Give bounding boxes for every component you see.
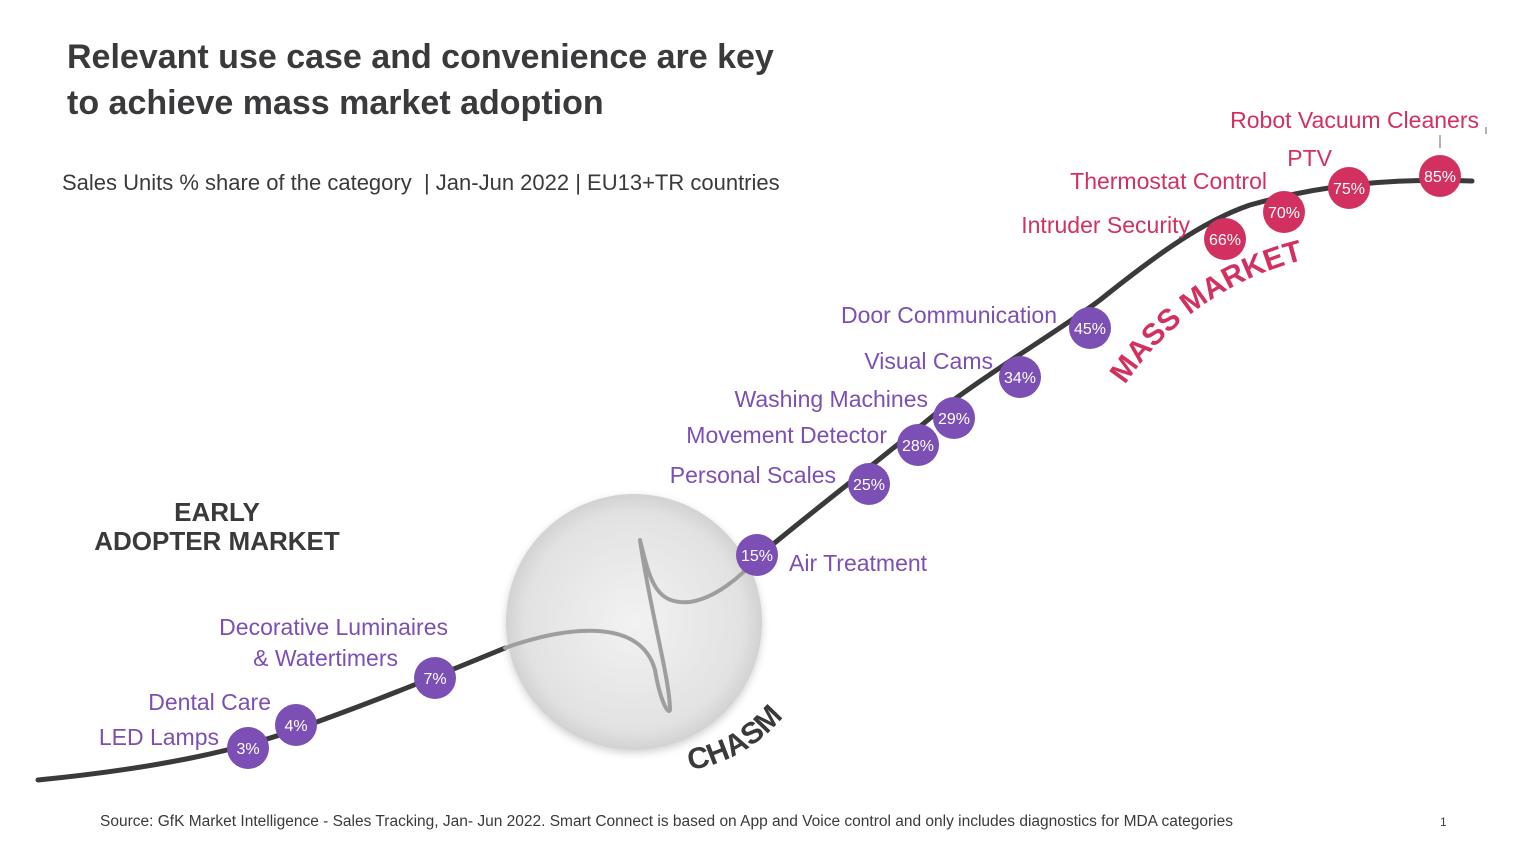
category-label-dental-care: Dental Care [148,689,271,715]
category-label-decorative-luminaires-line2: & Watertimers [253,645,398,671]
share-value-led-lamps: 3% [236,741,259,758]
chasm-curve [503,538,762,713]
marker-air-treatment [736,534,778,576]
category-label-decorative-luminaires-line1: Decorative Luminaires [219,614,448,640]
title-line-2: to achieve mass market adoption [67,84,604,122]
share-value-ptv: 75% [1333,181,1365,198]
page-title: Relevant use case and convenience are ke… [67,34,967,126]
share-value-robot-vacuum-cleaners: 85% [1424,169,1456,186]
marker-decorative-luminaires [414,657,456,699]
share-value-door-communication: 45% [1074,321,1106,338]
share-value-air-treatment: 15% [741,548,773,565]
share-value-visual-cams: 34% [1004,370,1036,387]
share-value-personal-scales: 25% [853,477,885,494]
category-markers: 3% LED Lamps 4% Dental Care 7% Decorative Lum… [99,107,1479,769]
share-value-dental-care: 4% [284,718,307,735]
source-footnote: Source: GfK Market Intelligence - Sales … [100,813,1233,830]
adoption-curve-diagram: EARLY ADOPTER MARKET CHASM MASS MARKET 3… [35,107,1487,783]
marker-led-lamps [227,727,269,769]
marker-door-communication [1069,307,1111,349]
category-label-led-lamps: LED Lamps [99,724,219,750]
marker-personal-scales [848,463,890,505]
chasm-circle [506,494,762,750]
category-label-thermostat-control: Thermostat Control [1070,168,1267,194]
category-label-personal-scales: Personal Scales [670,462,836,488]
marker-robot-vacuum-cleaners [1419,155,1461,197]
early-adopter-label-line2: ADOPTER MARKET [94,526,340,556]
category-label-intruder-security: Intruder Security [1021,212,1190,238]
mass-market-label-wrap: MASS MARKET [1104,235,1306,389]
marker-thermostat-control [1263,191,1305,233]
share-value-washing-machines: 29% [938,411,970,428]
marker-washing-machines [933,397,975,439]
share-value-intruder-security: 66% [1209,232,1241,249]
title-line-1: Relevant use case and convenience are ke… [67,38,774,76]
marker-intruder-security [1204,218,1246,260]
marker-visual-cams [999,356,1041,398]
marker-ptv [1328,167,1370,209]
category-label-washing-machines: Washing Machines [735,386,928,412]
category-label-ptv: PTV [1287,145,1332,171]
page-number: 1 [1440,815,1447,829]
category-label-movement-detector: Movement Detector [686,422,887,448]
share-value-decorative-luminaires: 7% [423,671,446,688]
adoption-curve-right [757,177,1475,558]
share-value-movement-detector: 28% [902,438,934,455]
share-value-thermostat-control: 70% [1268,205,1300,222]
category-label-visual-cams: Visual Cams [864,348,993,374]
subtitle: Sales Units % share of the category | Ja… [62,170,780,195]
early-adopter-label-line1: EARLY [174,497,260,527]
category-label-robot-vacuum-cleaners: Robot Vacuum Cleaners [1230,107,1479,133]
marker-dental-care [275,704,317,746]
category-label-door-communication: Door Communication [841,302,1057,328]
category-label-air-treatment: Air Treatment [789,550,928,576]
marker-movement-detector [897,424,939,466]
mass-market-label: MASS MARKET [1104,235,1306,389]
